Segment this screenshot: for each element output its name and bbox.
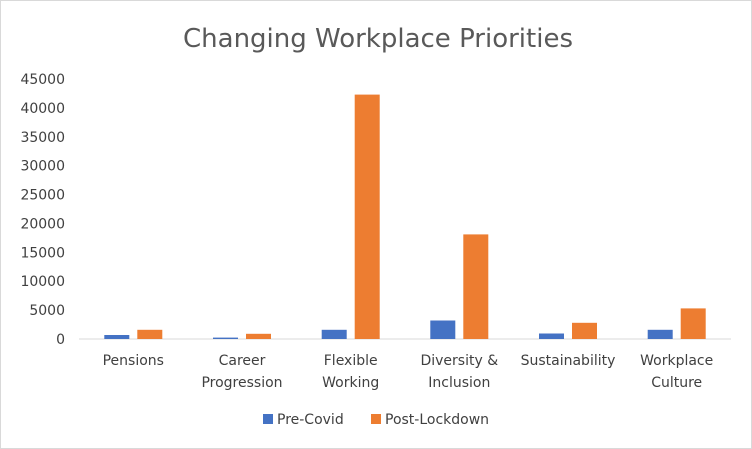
x-category-label: Flexible	[324, 353, 378, 369]
bar-pre-covid	[539, 333, 564, 339]
legend-label: Post-Lockdown	[385, 412, 489, 428]
bar-pre-covid	[321, 329, 347, 339]
x-category-label: Diversity &	[420, 353, 498, 369]
y-tick-label: 35000	[20, 130, 65, 146]
bar-post-lockdown	[572, 322, 597, 339]
bar-post-lockdown	[354, 94, 380, 339]
y-tick-label: 25000	[20, 188, 65, 204]
y-tick-label: 20000	[20, 216, 65, 232]
bar-post-lockdown	[246, 333, 271, 339]
x-category-label: Sustainability	[521, 353, 616, 369]
x-category-label: Career	[219, 353, 266, 369]
x-category-label: Culture	[651, 375, 702, 391]
x-category-label: Working	[322, 375, 379, 391]
bar-pre-covid	[104, 335, 130, 339]
y-tick-label: 0	[56, 332, 65, 348]
bar-post-lockdown	[680, 308, 706, 339]
bar-pre-covid	[430, 320, 456, 339]
legend-label: Pre-Covid	[277, 412, 344, 428]
bar-pre-covid	[213, 337, 238, 339]
y-tick-label: 15000	[20, 245, 65, 261]
bar-series-group	[104, 94, 706, 339]
y-tick-label: 5000	[29, 303, 65, 319]
bar-post-lockdown	[137, 329, 163, 339]
y-tick-label: 45000	[20, 72, 65, 88]
y-axis-tick-labels: 0 5000 10000 15000 20000 25000 30000 35000 40000…	[20, 72, 65, 348]
x-axis-category-labels: Pensions Career Progression Flexible Working…	[103, 353, 714, 391]
legend-swatch	[263, 414, 273, 424]
y-tick-label: 30000	[20, 159, 65, 175]
x-category-label: Progression	[201, 375, 282, 391]
legend-swatch	[371, 414, 381, 424]
x-category-label: Inclusion	[428, 375, 490, 391]
legend: Pre-Covid Post-Lockdown	[263, 412, 489, 428]
bar-post-lockdown	[463, 234, 489, 339]
x-category-label: Pensions	[103, 353, 164, 369]
y-tick-label: 40000	[20, 101, 65, 117]
y-tick-label: 10000	[20, 274, 65, 290]
chart-title: Changing Workplace Priorities	[183, 24, 573, 54]
bar-pre-covid	[647, 329, 673, 339]
x-category-label: Workplace	[640, 353, 713, 369]
